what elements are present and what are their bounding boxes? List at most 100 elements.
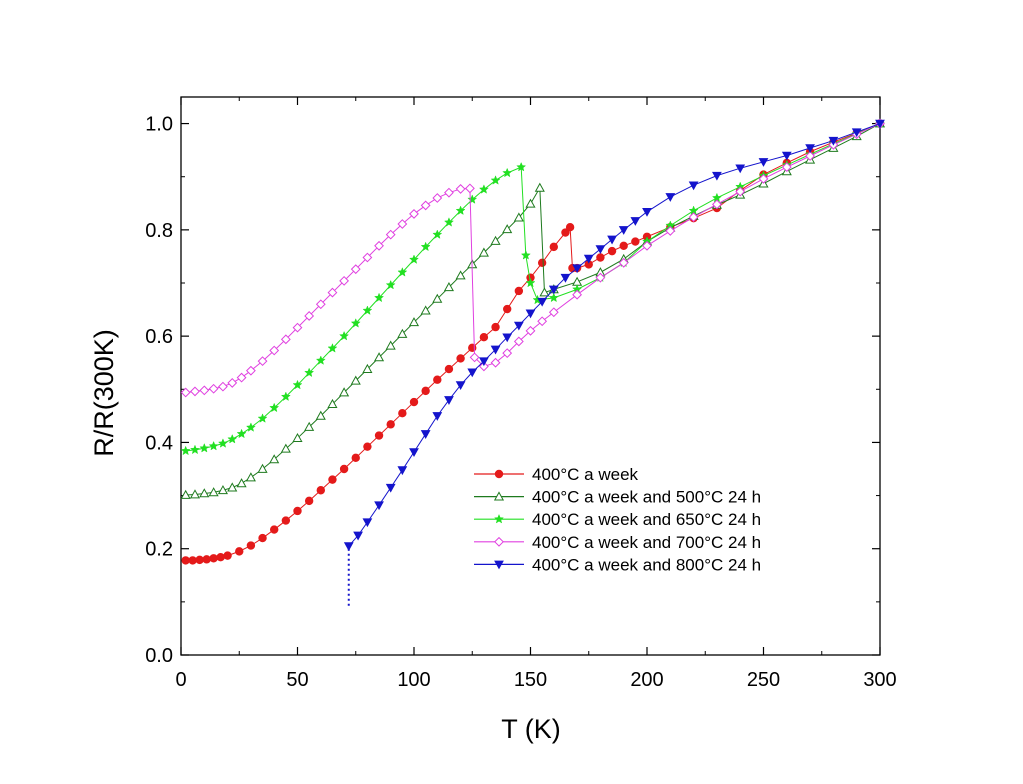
data-point: [362, 305, 373, 315]
data-point: [327, 343, 338, 353]
data-point: [513, 212, 524, 222]
data-point: [514, 286, 524, 296]
y-tick-label: 0.0: [145, 645, 173, 667]
x-tick-label: 250: [747, 669, 780, 691]
data-point: [397, 267, 408, 277]
data-point: [502, 348, 513, 359]
data-point: [665, 193, 676, 202]
data-point: [339, 464, 349, 474]
data-point: [805, 144, 815, 154]
x-tick-label: 150: [514, 669, 547, 691]
data-point: [362, 518, 373, 528]
data-point: [444, 187, 454, 198]
data-point: [257, 463, 268, 473]
data-point: [293, 506, 302, 516]
legend-label: 400°C a week and 500°C 24 h: [532, 488, 761, 507]
x-tick-label: 200: [630, 669, 663, 691]
data-point: [398, 409, 407, 418]
data-point: [469, 352, 480, 363]
data-point: [235, 547, 244, 556]
data-point: [304, 311, 315, 321]
data-point: [327, 398, 338, 409]
data-point: [525, 325, 536, 336]
data-point: [280, 443, 291, 453]
data-point: [245, 365, 256, 376]
data-point: [223, 551, 232, 560]
y-tick-label: 0.6: [145, 326, 173, 348]
data-point: [665, 226, 676, 236]
x-axis: 0 50 100 150 200 250 300: [175, 97, 897, 691]
data-point: [362, 252, 373, 263]
data-point: [409, 448, 419, 458]
data-point: [455, 205, 466, 216]
data-point: [327, 287, 338, 298]
data-point: [539, 287, 550, 297]
data-point: [560, 273, 571, 283]
data-point: [711, 199, 722, 210]
data-point: [478, 247, 489, 257]
data-point: [490, 235, 501, 245]
data-point: [339, 387, 350, 397]
data-point: [735, 164, 746, 174]
data-point: [520, 250, 531, 260]
data-point: [216, 553, 225, 562]
y-tick-label: 0.2: [145, 539, 173, 561]
data-point: [561, 228, 570, 237]
legend-item: 400°C a week and 650°C 24 h: [474, 510, 761, 529]
data-point: [432, 229, 443, 239]
data-point: [386, 420, 395, 429]
data-point: [397, 328, 408, 338]
data-point: [353, 531, 363, 541]
legend-item: 400°C a week and 800°C 24 h: [474, 555, 761, 574]
plot-frame: [180, 96, 881, 656]
data-point: [208, 383, 219, 394]
data-point: [781, 162, 792, 173]
y-tick-label: 1.0: [145, 114, 173, 136]
data-point: [432, 412, 443, 421]
data-point: [455, 270, 466, 280]
legend-label: 400°C a week and 800°C 24 h: [532, 555, 761, 574]
data-point: [534, 182, 545, 192]
data-point: [343, 542, 354, 552]
x-tick-label: 0: [175, 669, 186, 691]
data-point: [245, 472, 256, 482]
data-point: [490, 345, 501, 355]
data-point: [195, 555, 204, 565]
series-layer: [180, 118, 886, 608]
data-point: [350, 264, 361, 275]
data-point: [180, 445, 191, 456]
data-point: [280, 334, 291, 345]
legend-marker: [494, 560, 504, 570]
series-3: [180, 118, 886, 456]
data-point: [258, 533, 267, 543]
data-point: [180, 489, 191, 499]
data-point: [443, 282, 454, 292]
data-point: [236, 428, 247, 439]
legend-label: 400°C a week and 650°C 24 h: [532, 510, 761, 529]
legend-marker: [493, 513, 505, 524]
legend-marker: [494, 536, 504, 547]
data-point: [315, 410, 326, 420]
series-5: [343, 119, 885, 608]
y-axis-title: R/R(300K): [89, 329, 119, 457]
data-point: [595, 272, 606, 283]
data-point: [565, 222, 575, 232]
data-point: [467, 194, 478, 204]
data-point: [409, 397, 419, 407]
data-point: [490, 175, 501, 185]
data-point: [502, 167, 513, 178]
data-point: [362, 363, 373, 373]
data-point: [781, 151, 792, 161]
data-point: [236, 478, 247, 488]
legend-item: 400°C a week and 500°C 24 h: [474, 488, 761, 507]
data-point: [420, 200, 431, 211]
data-point: [304, 421, 315, 431]
data-point: [468, 343, 477, 353]
data-point: [572, 289, 583, 300]
data-point: [596, 253, 605, 262]
series-line: [185, 123, 881, 393]
data-point: [537, 258, 547, 268]
data-point: [385, 229, 396, 240]
data-point: [350, 318, 361, 328]
data-point: [642, 208, 652, 217]
